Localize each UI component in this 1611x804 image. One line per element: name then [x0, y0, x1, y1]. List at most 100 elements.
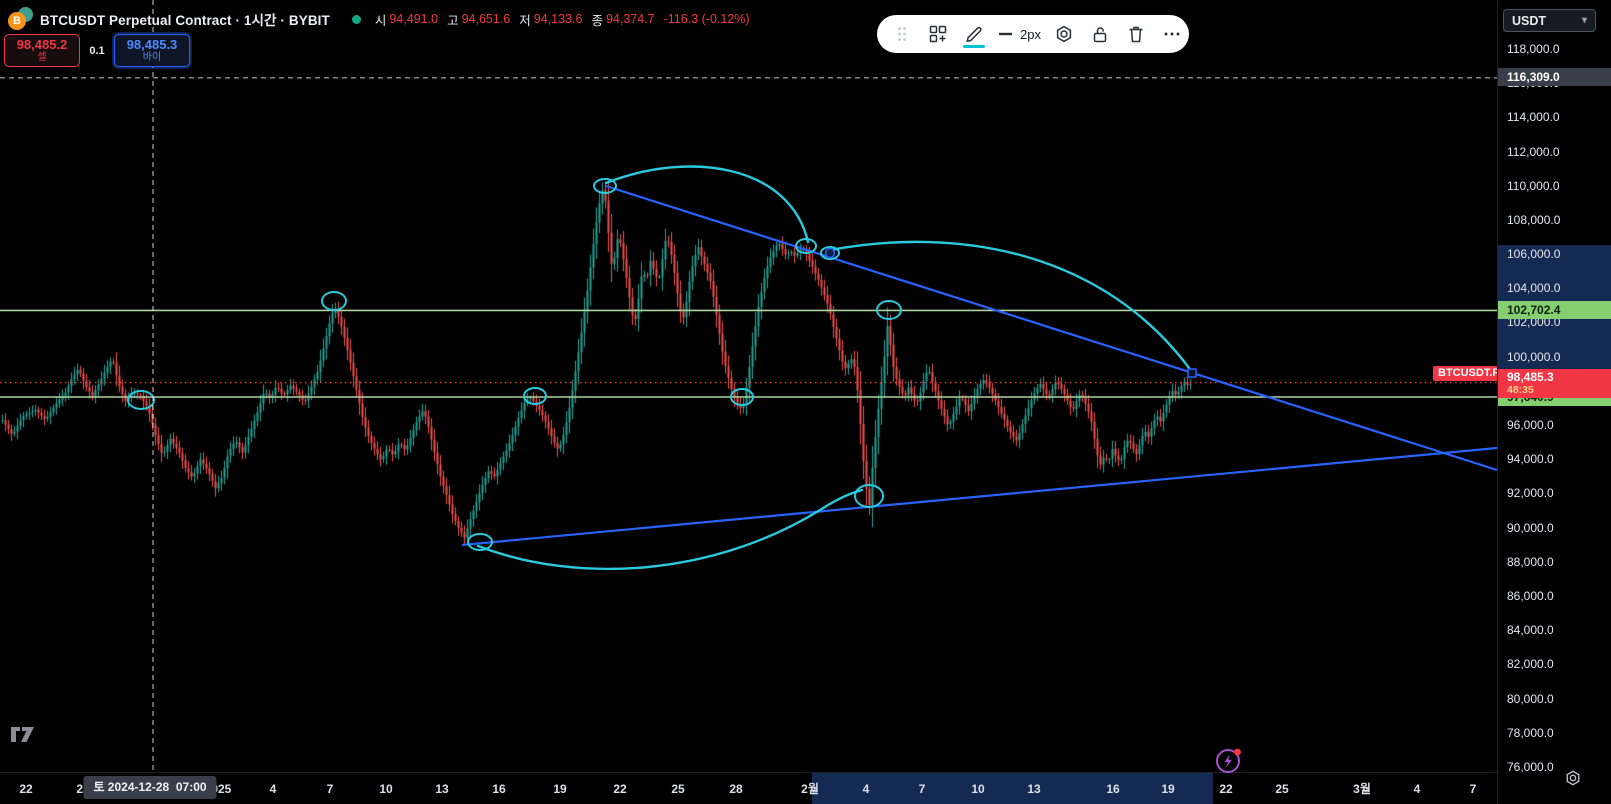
ellipse-annotation[interactable]	[820, 246, 840, 260]
trade-panel: 98,485.2 셀 0.1 98,485.3 바이	[4, 34, 190, 67]
price-axis-label: 114,000.0	[1507, 110, 1560, 125]
time-axis-label: 7	[326, 782, 334, 796]
crosshair-price-label: 116,309.0	[1498, 68, 1611, 87]
currency-value: USDT	[1512, 13, 1547, 28]
more-button[interactable]	[1157, 19, 1187, 49]
pair-logo-icon[interactable]: B	[6, 6, 36, 32]
time-axis-label: 10	[971, 782, 985, 796]
grid-squares-icon	[929, 25, 938, 34]
drag-handle[interactable]	[887, 19, 917, 49]
price-axis-label: 104,000.0	[1507, 281, 1561, 296]
drawings-overlay[interactable]	[0, 0, 1497, 772]
crosshair-time-label: 토 2024-12-28 07:00	[83, 776, 217, 799]
ellipse-annotation[interactable]	[593, 178, 617, 194]
price-axis-label: 96,000.0	[1507, 418, 1554, 433]
btc-logo-icon: B	[8, 12, 26, 30]
line-width-value: 2px	[1020, 26, 1041, 42]
time-axis-label: 4	[1413, 782, 1421, 796]
time-axis-label: 4	[862, 782, 870, 796]
ellipse-annotation[interactable]	[730, 388, 754, 406]
line-width-icon	[999, 32, 1012, 36]
symbol-price-tag: BTCUSDT.P	[1433, 366, 1505, 381]
ellipse-annotation[interactable]	[127, 390, 155, 410]
time-axis[interactable]: 222528202547101316192225282월471013161922…	[0, 772, 1611, 804]
ellipse-annotation[interactable]	[467, 533, 493, 551]
price-axis-label: 92,000.0	[1507, 486, 1554, 501]
tradingview-logo[interactable]	[8, 722, 44, 746]
line-width-button[interactable]: 2px	[995, 19, 1043, 49]
add-object-button[interactable]	[923, 19, 953, 49]
sell-label: 셀	[37, 51, 47, 63]
ellipse-annotation[interactable]	[795, 238, 817, 254]
time-axis-label: 16	[492, 782, 506, 796]
price-axis-label: 88,000.0	[1507, 554, 1554, 569]
brush-curve[interactable]	[828, 240, 1194, 374]
price-axis-label: 102,000.0	[1507, 315, 1561, 330]
lock-button[interactable]	[1085, 19, 1115, 49]
drawing-anchor[interactable]	[1187, 368, 1197, 378]
price-axis-label: 94,000.0	[1507, 452, 1554, 467]
price-axis-label: 108,000.0	[1507, 212, 1561, 227]
bar-countdown: 48:35	[1507, 384, 1534, 397]
chevron-down-icon: ▾	[1581, 15, 1587, 26]
chart-area[interactable]: BTCUSDT.P B BTCUSDT Perpetual Contract ·…	[0, 0, 1505, 775]
trendline[interactable]	[461, 446, 1497, 547]
settings-button[interactable]	[1049, 19, 1079, 49]
price-axis-label: 90,000.0	[1507, 520, 1554, 535]
time-axis-label: 13	[1027, 782, 1041, 796]
gear-icon	[1056, 25, 1072, 43]
current-price-value: 98,485.3	[1507, 369, 1554, 384]
price-axis-label: 82,000.0	[1507, 657, 1554, 672]
time-axis-label: 2월	[801, 782, 819, 796]
time-axis-label: 16	[1106, 782, 1120, 796]
ellipse-annotation[interactable]	[876, 300, 902, 320]
brush-curve[interactable]	[476, 488, 864, 571]
time-axis-label: 19	[1161, 782, 1175, 796]
time-axis-label: 19	[553, 782, 567, 796]
drawing-toolbar: 2px	[877, 15, 1189, 53]
low-label: 저	[519, 13, 531, 28]
currency-selector[interactable]: USDT ▾	[1503, 9, 1596, 32]
open-label: 시	[374, 13, 387, 28]
ellipse-annotation[interactable]	[854, 484, 884, 508]
chart-header: B BTCUSDT Perpetual Contract · 1시간 · BYB…	[6, 6, 750, 32]
active-color-swatch	[963, 45, 985, 48]
lightning-bolt-icon	[1224, 754, 1232, 768]
market-status-icon[interactable]	[351, 14, 361, 24]
current-price-label: 98,485.3 48:35	[1498, 368, 1611, 399]
alert-badge-dot	[1234, 748, 1241, 756]
brush-tool-button[interactable]	[959, 19, 989, 49]
price-axis-label: 110,000.0	[1507, 178, 1560, 193]
buy-label: 바이	[142, 51, 162, 63]
drawing-anchor[interactable]	[824, 247, 836, 259]
time-axis-label: 22	[1219, 782, 1233, 796]
candlestick-canvas[interactable]	[0, 0, 1497, 772]
price-axis-label: 78,000.0	[1507, 725, 1554, 740]
symbol-title[interactable]: BTCUSDT Perpetual Contract · 1시간 · BYBIT	[40, 13, 330, 28]
sell-button[interactable]: 98,485.2 셀	[4, 34, 80, 67]
unlock-icon	[1093, 27, 1107, 43]
time-axis-selection-band	[812, 773, 1213, 804]
price-axis[interactable]: 76,000.0 78,000.0 80,000.0 82,000.0 84,000.0…	[1497, 0, 1611, 804]
buy-button[interactable]: 98,485.3 바이	[114, 34, 190, 67]
trendline[interactable]	[605, 184, 1497, 472]
ohlc-readout: 시 94,491.0 고 94,651.6 저 94,133.6 종 94,37…	[375, 10, 750, 29]
trash-icon	[1129, 26, 1143, 43]
time-axis-label: 7	[1469, 782, 1477, 796]
axis-settings-gear-icon[interactable]	[1564, 769, 1582, 787]
time-axis-label: 7	[918, 782, 926, 796]
alert-lightning-icon[interactable]	[1213, 745, 1243, 775]
buy-price: 98,485.3	[126, 36, 178, 52]
brush-curve[interactable]	[604, 165, 810, 244]
time-axis-label: 25	[671, 782, 685, 796]
high-value: 94,651.6	[461, 12, 511, 26]
sell-price: 98,485.2	[16, 36, 68, 52]
ellipse-annotation[interactable]	[523, 387, 547, 405]
low-value: 94,133.6	[533, 12, 583, 26]
delete-button[interactable]	[1121, 19, 1151, 49]
close-value: 94,374.7	[605, 12, 655, 26]
price-axis-label: 118,000.0	[1507, 41, 1560, 56]
time-axis-label: 10	[379, 782, 393, 796]
ellipse-annotation[interactable]	[321, 291, 347, 311]
